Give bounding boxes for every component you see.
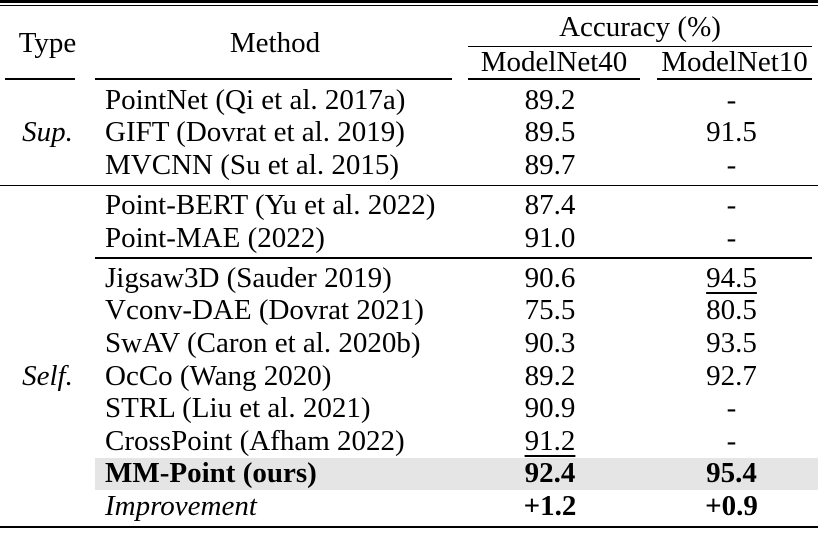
modelnet10-value-cell: 94.5: [706, 261, 757, 294]
modelnet40-value-cell: 90.3: [524, 326, 576, 359]
modelnet10-value-cell: +0.9: [705, 489, 758, 522]
header-accuracy-group: Accuracy (%): [559, 10, 721, 43]
modelnet10-value-cell: -: [726, 392, 737, 425]
section-divider-partial: [0, 254, 818, 262]
modelnet40-value-cell: +1.2: [523, 489, 577, 522]
table-row: Improvement +1.2 +0.9: [0, 490, 818, 523]
table-row: Self. OcCo (Wang 2020) 89.2 92.7: [0, 360, 818, 393]
accuracy-group-rule: [468, 45, 812, 47]
modelnet10-value-cell: 91.5: [706, 116, 757, 149]
modelnet40-value-cell: 89.2: [524, 359, 576, 392]
cmidrule-type: [5, 78, 75, 80]
method-cell: CrossPoint (Afham 2022): [105, 424, 405, 457]
cmidrule-modelnet10: [657, 78, 812, 80]
header-modelnet10: ModelNet10: [661, 46, 808, 78]
type-group-label: Self.: [22, 359, 73, 392]
table-row: Point-MAE (2022) 91.0 -: [0, 222, 818, 255]
modelnet10-value-cell: 92.7: [706, 359, 757, 392]
cmidrule-method: [95, 78, 452, 80]
method-cell: SwAV (Caron et al. 2020b): [105, 326, 421, 359]
type-group-label: [0, 458, 95, 491]
modelnet10-value-cell: -: [726, 221, 737, 254]
method-cell: OcCo (Wang 2020): [105, 359, 332, 392]
modelnet40-value-cell: 90.9: [524, 392, 576, 425]
method-cell: Vconv-DAE (Dovrat 2021): [105, 294, 424, 327]
modelnet40-value-cell: 91.0: [524, 221, 576, 254]
modelnet40-value-cell: 89.5: [524, 116, 576, 149]
method-cell: MVCNN (Su et al. 2015): [105, 148, 400, 181]
method-cell: GIFT (Dovrat et al. 2019): [105, 116, 405, 149]
method-cell: PointNet (Qi et al. 2017a): [105, 83, 406, 116]
header-type: Type: [18, 26, 77, 59]
bottom-rule: [0, 525, 818, 528]
table-row: Vconv-DAE (Dovrat 2021) 75.5 80.5: [0, 295, 818, 328]
modelnet10-value-cell: 80.5: [706, 294, 757, 327]
method-cell: Improvement: [105, 489, 257, 522]
table-row: STRL (Liu et al. 2021) 90.9 -: [0, 392, 818, 425]
table-row: MM-Point (ours) 92.4 95.4: [0, 457, 818, 491]
modelnet40-value-cell: 89.7: [524, 148, 576, 181]
top-rule-thin: [0, 5, 818, 7]
modelnet10-value-cell: -: [726, 148, 737, 181]
header-modelnet40: ModelNet40: [480, 46, 628, 78]
modelnet10-value-cell: -: [726, 189, 737, 222]
method-cell: Point-BERT (Yu et al. 2022): [105, 189, 436, 222]
modelnet40-value-cell: 90.6: [524, 261, 576, 294]
modelnet40-value-cell: 75.5: [524, 294, 576, 327]
modelnet40-value-cell: 92.4: [455, 457, 645, 491]
modelnet10-value-cell: -: [726, 424, 737, 457]
header-method: Method: [229, 26, 321, 59]
method-cell: MM-Point (ours): [95, 457, 455, 491]
table-row: MVCNN (Su et al. 2015) 89.7 -: [0, 149, 818, 182]
modelnet40-value-cell: 87.4: [524, 189, 576, 222]
modelnet40-value-cell: 89.2: [524, 83, 576, 116]
type-group-label: Sup.: [22, 116, 73, 149]
table-row: CrossPoint (Afham 2022) 91.2 -: [0, 425, 818, 458]
modelnet10-value-cell: -: [726, 83, 737, 116]
table-row: SwAV (Caron et al. 2020b) 90.3 93.5: [0, 327, 818, 360]
table-row: Jigsaw3D (Sauder 2019) 90.6 94.5: [0, 262, 818, 295]
table-row: Point-BERT (Yu et al. 2022) 87.4 -: [0, 189, 818, 222]
modelnet10-value-cell: 95.4: [645, 457, 818, 491]
modelnet10-value-cell: 93.5: [706, 326, 757, 359]
cmidrule-modelnet40: [468, 78, 640, 80]
modelnet40-value-cell: 91.2: [524, 424, 576, 457]
table-row: Sup. GIFT (Dovrat et al. 2019) 89.5 91.5: [0, 117, 818, 150]
method-cell: Jigsaw3D (Sauder 2019): [105, 261, 392, 294]
table-row: PointNet (Qi et al. 2017a) 89.2 -: [0, 84, 818, 117]
top-rule-thick: [0, 0, 818, 3]
method-cell: Point-MAE (2022): [105, 221, 325, 254]
method-cell: STRL (Liu et al. 2021): [105, 392, 371, 425]
section-divider-full: [0, 182, 818, 190]
table-body: PointNet (Qi et al. 2017a) 89.2 - Sup. G…: [0, 84, 818, 523]
